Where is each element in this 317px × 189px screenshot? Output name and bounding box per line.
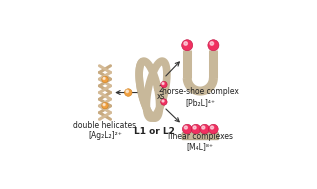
Circle shape [184,42,187,45]
Circle shape [182,40,193,51]
Circle shape [182,124,192,134]
Circle shape [161,81,167,88]
Text: L1 or L2: L1 or L2 [134,127,175,136]
Circle shape [200,124,210,134]
Text: horse-shoe complex: horse-shoe complex [162,88,239,96]
Text: [M₄L]⁸⁺: [M₄L]⁸⁺ [187,143,214,152]
Circle shape [126,90,128,93]
Circle shape [162,82,164,84]
Circle shape [162,100,164,102]
Circle shape [103,77,105,79]
Text: double helicates: double helicates [74,121,137,130]
Circle shape [209,124,218,134]
Circle shape [184,126,187,129]
Circle shape [210,42,214,45]
Circle shape [208,40,219,51]
Circle shape [202,126,205,129]
Text: [Pb₂L]⁴⁺: [Pb₂L]⁴⁺ [185,98,215,107]
Circle shape [103,104,105,106]
Text: [Ag₂L₂]²⁺: [Ag₂L₂]²⁺ [88,131,122,140]
Circle shape [102,102,108,109]
Circle shape [102,76,108,83]
Circle shape [193,126,196,129]
Circle shape [210,126,214,129]
Text: xs: xs [157,92,165,101]
Text: linear complexes: linear complexes [168,132,233,141]
Circle shape [125,89,132,96]
Circle shape [161,99,167,105]
FancyBboxPatch shape [182,133,218,140]
Circle shape [191,124,201,134]
Text: 2: 2 [159,85,164,94]
